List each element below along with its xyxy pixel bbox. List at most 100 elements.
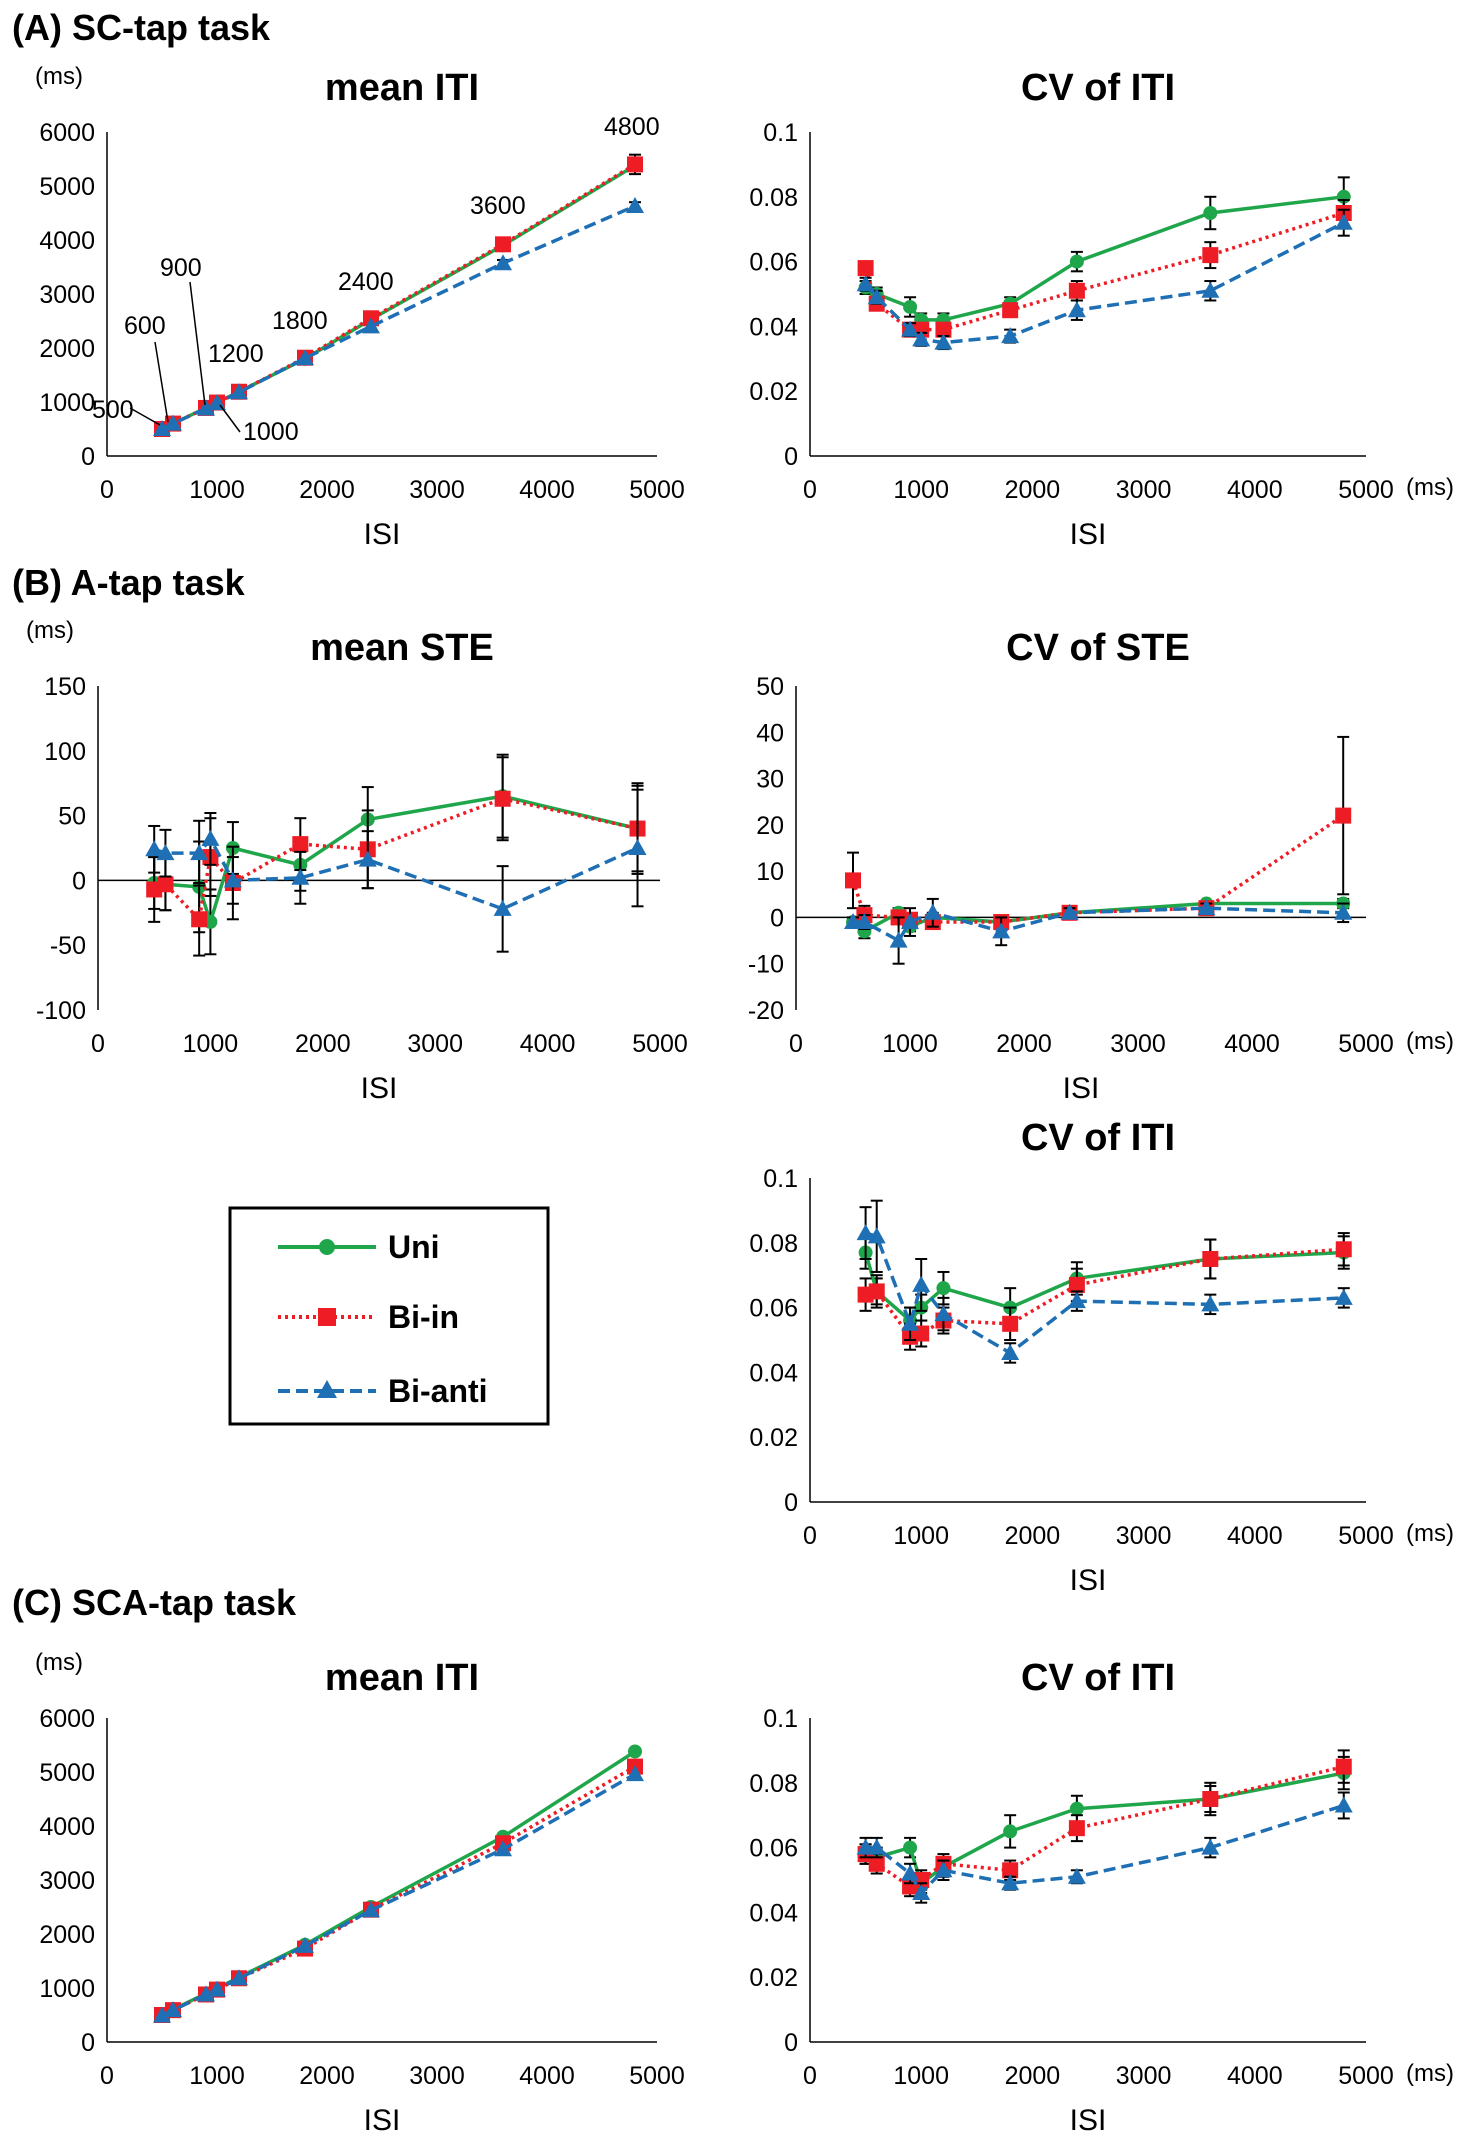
annotation-label: 1000 <box>243 418 299 446</box>
data-point <box>201 829 220 846</box>
y-unit-label: (ms) <box>35 1649 83 1676</box>
data-point <box>197 1985 215 2002</box>
x-tick-label: 2000 <box>1005 1522 1061 1550</box>
y-tick-label: 5000 <box>39 1759 95 1787</box>
series-bi-in <box>857 199 1352 338</box>
data-point <box>627 156 643 173</box>
data-point <box>296 1936 314 1953</box>
data-point <box>844 913 862 930</box>
annotation-leader <box>219 404 241 433</box>
y-tick-label: 50 <box>58 803 86 831</box>
y-tick-label: 4000 <box>39 1813 95 1841</box>
data-point <box>867 1838 886 1855</box>
x-axis-label: ISI <box>1063 1072 1100 1105</box>
legend-marker-bi-anti <box>317 1380 337 1398</box>
annotation-label: 900 <box>160 254 202 282</box>
y-tick-label: 1000 <box>39 389 95 417</box>
x-tick-label: 0 <box>803 2062 817 2090</box>
y-tick-label: 100 <box>44 738 86 766</box>
annotation-label: 1800 <box>272 307 328 335</box>
legend: Uni Bi-in Bi-anti <box>228 1206 550 1426</box>
data-point <box>494 1840 512 1857</box>
series-bi-anti <box>145 788 647 953</box>
x-tick-label: 4000 <box>1227 476 1283 504</box>
data-point <box>901 1864 920 1881</box>
section-a-title: (A) SC-tap task <box>12 7 271 48</box>
y-tick-label: 150 <box>44 673 86 701</box>
data-point <box>867 1227 886 1244</box>
annotation-label: 4800 <box>604 113 660 141</box>
y-tick-label: 0 <box>72 867 86 895</box>
x-tick-label: 0 <box>789 1030 803 1058</box>
x-tick-label: 1000 <box>882 1030 938 1058</box>
annotation-leader <box>129 407 161 426</box>
data-point <box>912 1883 931 1900</box>
data-point <box>1001 1874 1020 1891</box>
x-tick-label: 3000 <box>409 2062 465 2090</box>
chart-B-CV-STE: CV of STE -20 -10 0 10 20 30 40 50 0 1000 2000 3000 4… <box>748 627 1454 1105</box>
x-axis-label: ISI <box>1070 2104 1107 2137</box>
y-tick-label: -20 <box>748 997 784 1025</box>
data-point <box>868 1855 885 1872</box>
data-point <box>495 236 511 253</box>
x-tick-label: 0 <box>100 2062 114 2090</box>
x-tick-label: 2000 <box>299 2062 355 2090</box>
legend-marker-uni <box>319 1239 335 1255</box>
data-point <box>857 260 874 277</box>
data-point <box>1060 903 1079 920</box>
series-bi-in <box>154 153 643 437</box>
y-tick-label: 0 <box>784 2029 798 2057</box>
y-tick-label: 0.1 <box>763 119 798 147</box>
x-tick-label: 3000 <box>409 476 465 504</box>
y-unit-label: (ms) <box>26 617 74 644</box>
series-line <box>153 796 638 923</box>
y-tick-label: 4000 <box>39 227 95 255</box>
x-unit-label: (ms) <box>1406 1028 1454 1055</box>
data-point <box>1069 254 1084 269</box>
chart-title: CV of ITI <box>1021 67 1175 109</box>
series-line <box>863 211 1345 332</box>
chart-title: CV of STE <box>1006 627 1190 669</box>
x-tick-label: 1000 <box>893 2062 949 2090</box>
series-bi-in <box>146 756 646 957</box>
legend-frame <box>228 1206 550 1426</box>
data-point <box>855 913 874 930</box>
data-point <box>362 1901 380 1918</box>
data-point <box>153 2006 171 2023</box>
x-tick-label: 0 <box>91 1030 105 1058</box>
data-point <box>1001 327 1020 344</box>
section-c-title: (C) SCA-tap task <box>12 1582 297 1623</box>
annotation-label: 1200 <box>208 340 264 368</box>
series-bi-anti <box>856 1791 1353 1904</box>
y-tick-label: -10 <box>748 951 784 979</box>
y-tick-label: 0.04 <box>749 313 798 341</box>
x-tick-label: 2000 <box>295 1030 351 1058</box>
y-unit-label: (ms) <box>35 63 83 90</box>
series-uni <box>858 176 1351 328</box>
data-point <box>1335 1758 1352 1775</box>
y-tick-label: 6000 <box>39 119 95 147</box>
y-tick-label: 0 <box>81 2029 95 2057</box>
y-tick-label: 0 <box>784 1489 798 1517</box>
data-point <box>156 844 175 861</box>
legend-item-uni: Uni <box>278 1229 440 1265</box>
data-point <box>1068 1820 1085 1837</box>
x-unit-label: (ms) <box>1406 1520 1454 1547</box>
chart-B-mean-STE: mean STE -100 -50 0 50 100 150 0 1000 2000 3000 400… <box>26 617 688 1105</box>
series-bi-anti <box>153 1765 644 2023</box>
data-point <box>494 790 511 807</box>
series-line <box>864 1764 1345 1889</box>
data-point <box>626 196 644 213</box>
data-point <box>912 330 931 347</box>
data-point <box>868 1283 885 1300</box>
chart-C-mean-ITI: mean ITI 0 1000 2000 3000 4000 5000 6000 0 1000 20… <box>35 1649 685 2137</box>
data-point <box>1067 301 1086 318</box>
data-point <box>1201 1295 1220 1312</box>
x-tick-label: 2000 <box>299 476 355 504</box>
x-tick-label: 1000 <box>893 1522 949 1550</box>
y-tick-label: 0 <box>770 904 784 932</box>
x-tick-label: 1000 <box>183 1030 239 1058</box>
series-line <box>851 814 1345 924</box>
y-tick-label: 0.08 <box>749 1230 798 1258</box>
